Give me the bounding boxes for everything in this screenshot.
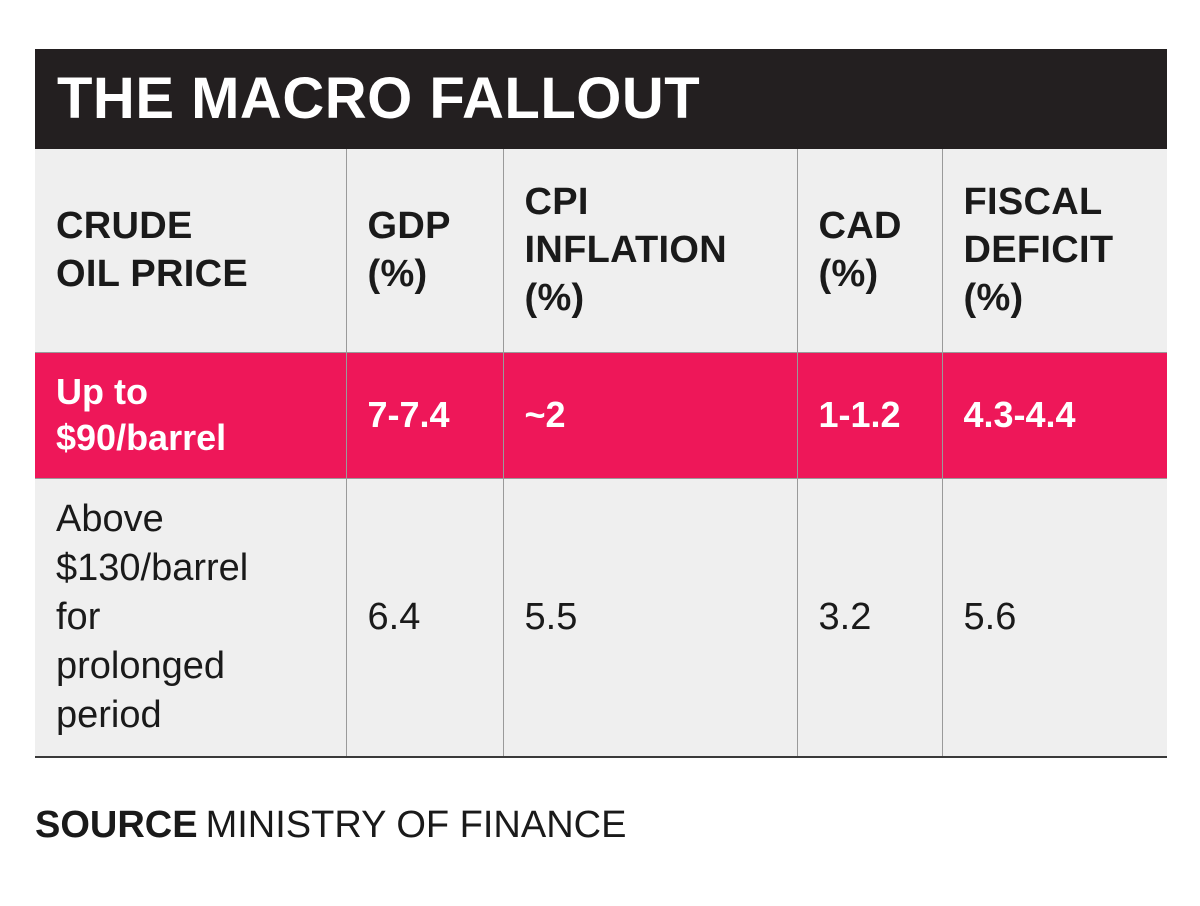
cell-cpi-inflation: ~2 <box>502 351 797 478</box>
bottom-divider <box>35 756 1167 758</box>
header-row: CRUDE OIL PRICE GDP (%) CPI INFLATION (%… <box>35 149 1167 352</box>
macro-fallout-figure: THE MACRO FALLOUT CRUDE OIL PRICE GDP (%… <box>35 49 1167 758</box>
header-crude-oil-price: CRUDE OIL PRICE <box>56 205 249 296</box>
cell-fiscal-deficit: 5.6 <box>941 477 1167 756</box>
cell-fiscal-deficit: 4.3-4.4 <box>941 351 1167 478</box>
header-fiscal-deficit: FISCAL DEFICIT (%) <box>941 149 1167 352</box>
header-cad: CAD (%) <box>796 149 942 352</box>
cell-gdp: 6.4 <box>345 477 503 756</box>
cell-cpi-inflation: 5.5 <box>502 477 797 756</box>
table-row-highlighted: Up to $90/barrel 7-7.4 ~2 1-1.2 4.3-4.4 <box>35 351 1167 478</box>
header-cpi-inflation: CPI INFLATION (%) <box>502 149 797 352</box>
source-label: SOURCE <box>35 804 198 846</box>
figure-title: THE MACRO FALLOUT <box>57 66 701 131</box>
data-table: CRUDE OIL PRICE GDP (%) CPI INFLATION (%… <box>35 149 1167 756</box>
title-bar: THE MACRO FALLOUT <box>35 49 1167 149</box>
header-gdp: GDP (%) <box>345 149 503 352</box>
cell-crude-oil-price: Above $130/barrel for prolonged period <box>35 477 346 756</box>
cell-cad: 3.2 <box>796 477 942 756</box>
source-line: SOURCE MINISTRY OF FINANCE <box>35 803 626 847</box>
cell-cad: 1-1.2 <box>796 351 942 478</box>
source-text: MINISTRY OF FINANCE <box>205 804 627 846</box>
cell-gdp: 7-7.4 <box>345 351 503 478</box>
cell-crude-oil-price: Up to $90/barrel <box>35 351 346 478</box>
table-row: Above $130/barrel for prolonged period 6… <box>35 477 1167 756</box>
